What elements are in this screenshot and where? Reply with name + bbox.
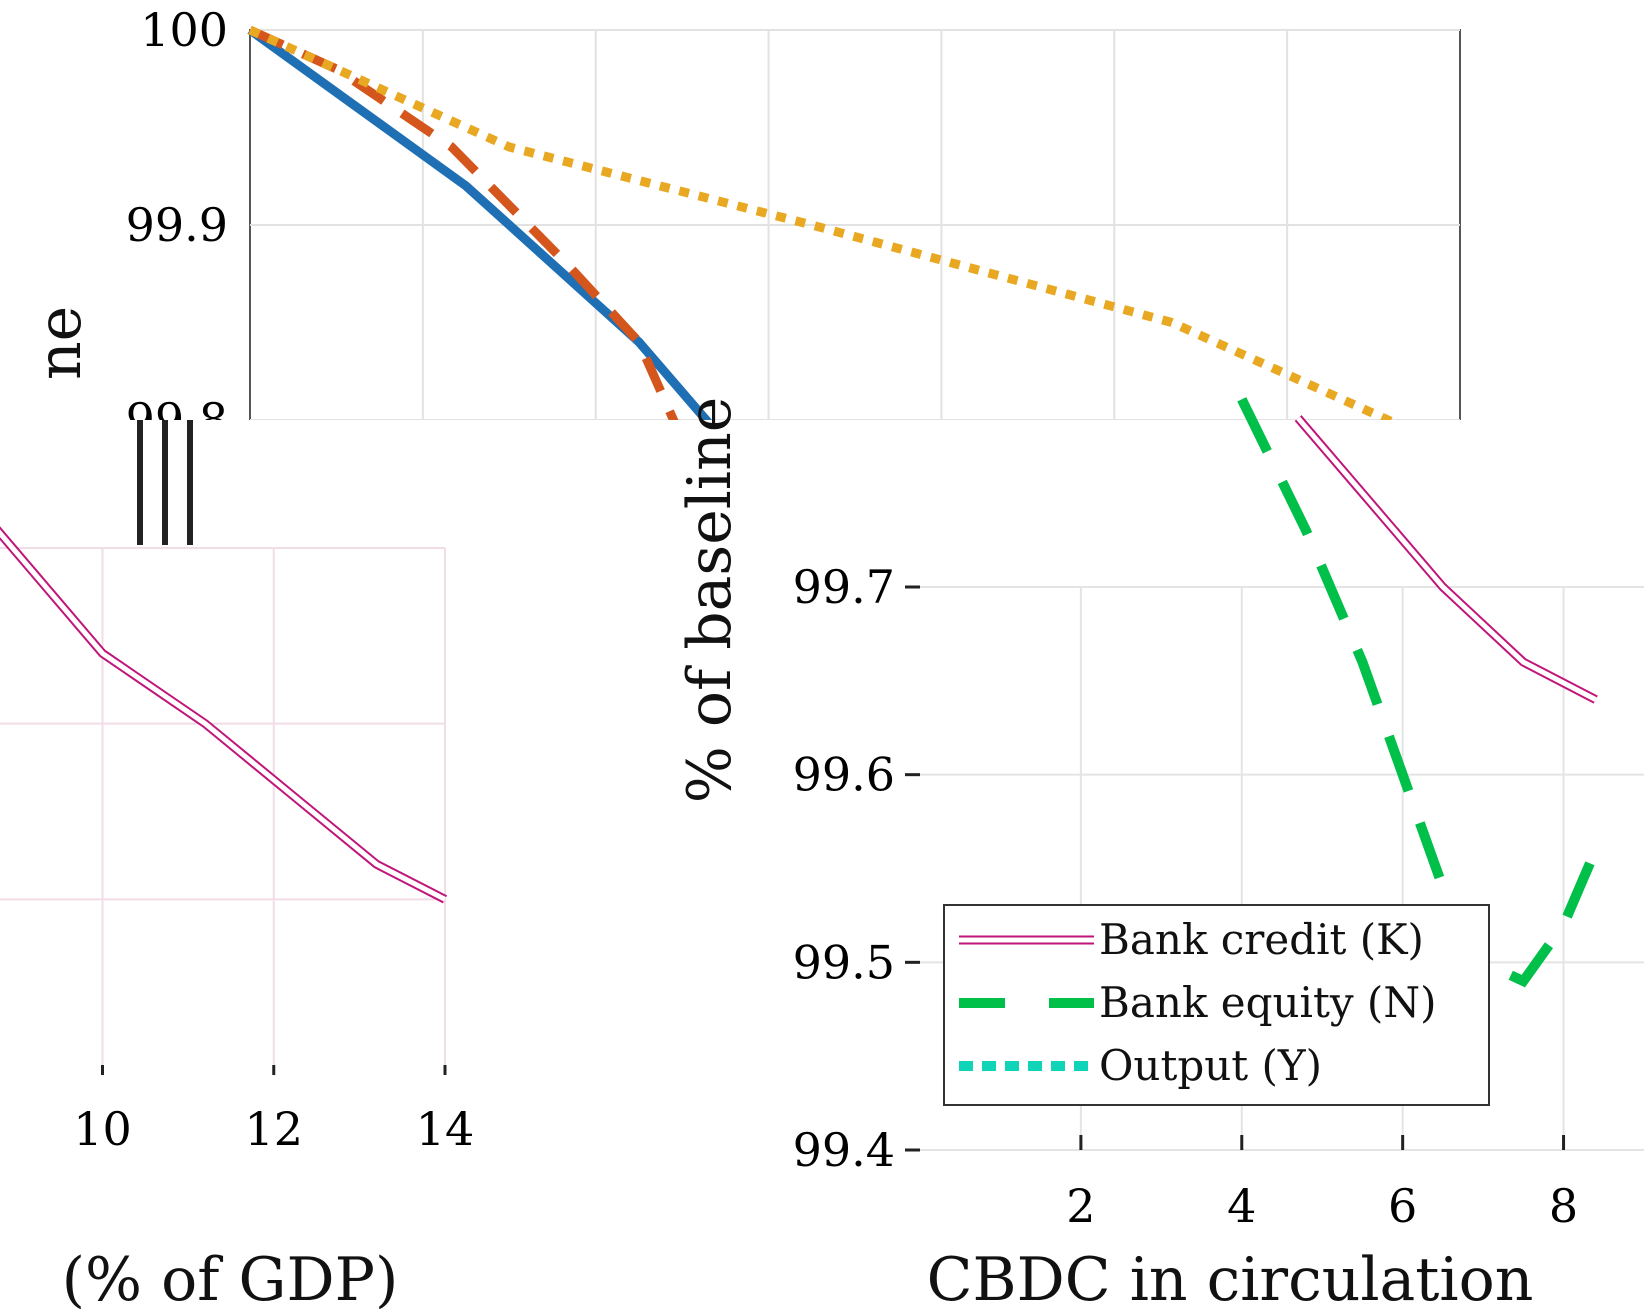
top-y-tick-label: 100 [140,3,228,57]
top-panel-ylabel-fragment: ne [25,306,193,545]
br-x-tick-label: 2 [1066,1179,1095,1233]
bottom-left-x-axis-title: (% of GDP) [62,1245,399,1309]
bottom-left-panel: 10 12 14 (% of GDP) [0,526,474,1309]
bl-x-tick-label: 14 [416,1102,475,1156]
bottom-right-x-axis-title: CBDC in circulation [927,1245,1534,1309]
bottom-right-series [1237,397,1601,988]
br-y-tick-label: 99.7 [793,560,895,614]
bottom-right-y-axis-title: % of baseline [675,397,745,804]
br-y-tick-label: 99.5 [793,935,895,989]
br-series-line-bank-equity [1237,397,1601,988]
top-series-line-solid [247,26,744,462]
bl-x-tick-label: 10 [73,1102,132,1156]
top-series-line-dotted [248,25,1434,444]
top-panel-grid [250,29,1460,421]
legend: Bank credit (K) Bank equity (N) Output (Y) [943,904,1490,1106]
br-x-tick-label: 8 [1549,1179,1578,1233]
bl-x-tick-label: 12 [244,1102,303,1156]
bottom-right-panel: 99.4 99.5 99.6 99.7 2 4 6 8 % of baseline CBDC… [675,397,1644,1309]
top-series-line-dashed [248,25,687,442]
top-y-tick-label: 99.9 [126,198,228,252]
top-panel-ylabel-fragment-text: ne [25,306,95,380]
bottom-right-y-ticks: 99.4 99.5 99.6 99.7 [793,560,920,1177]
bottom-left-series [0,526,448,904]
bottom-left-grid [0,547,446,1075]
br-series-line-bank-credit-core [1296,416,1597,702]
br-y-tick-label: 99.6 [793,748,895,802]
br-y-tick-label: 99.4 [793,1123,895,1177]
br-x-tick-label: 4 [1227,1179,1256,1233]
bottom-left-x-ticks: 10 12 14 [73,1065,474,1156]
br-x-tick-label: 6 [1388,1179,1417,1233]
bottom-right-x-ticks: 2 4 6 8 [1066,1135,1578,1233]
legend-entry-label: Bank credit (K) [1099,915,1424,964]
legend-entry-label: Bank equity (N) [1099,978,1436,1027]
legend-entry-label: Output (Y) [1099,1041,1322,1090]
top-panel-series [247,25,1434,462]
bl-series-line-core [0,529,447,902]
